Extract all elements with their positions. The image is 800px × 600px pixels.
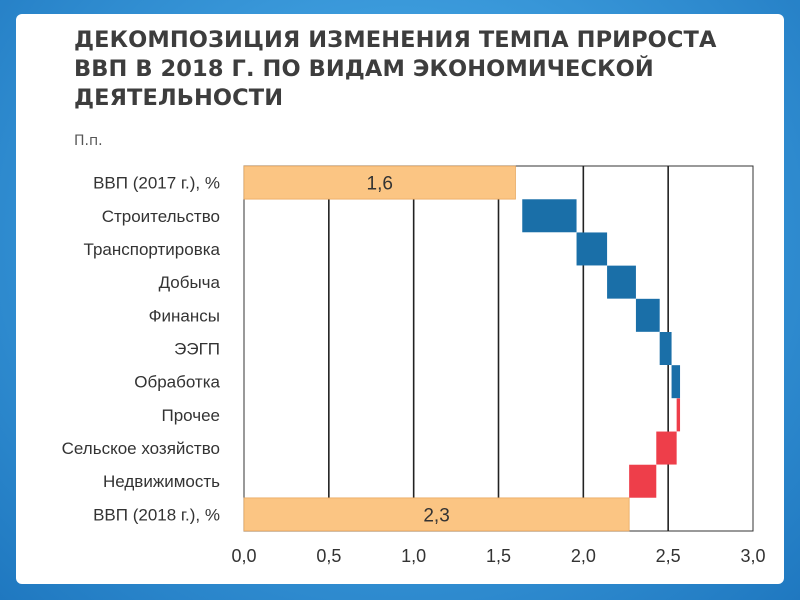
- category-label: Строительство: [102, 207, 220, 226]
- category-label: Сельское хозяйство: [62, 439, 220, 458]
- x-tick-label: 3,0: [740, 546, 765, 566]
- x-axis-ticks: 0,0 0,5 1,0 1,5 2,0 2,5 3,0: [231, 546, 765, 566]
- category-label: Транспортировка: [84, 240, 221, 259]
- category-label: Добыча: [159, 273, 221, 292]
- unit-label: П.п.: [74, 133, 103, 149]
- bars: 1,6 2,3: [243, 165, 681, 532]
- grid-lines: [328, 166, 669, 531]
- bar-positive: [659, 332, 672, 365]
- category-label: ЭЭГП: [174, 340, 220, 359]
- bar-value-label: 2,3: [423, 505, 449, 526]
- category-label: ВВП (2017 г.), %: [93, 174, 220, 193]
- bar-total: [243, 165, 516, 200]
- x-tick-label: 1,5: [486, 546, 511, 566]
- bar-negative: [629, 464, 657, 498]
- x-tick-label: 2,5: [656, 546, 681, 566]
- x-tick-label: 0,0: [231, 546, 256, 566]
- chart-title: ДЕКОМПОЗИЦИЯ ИЗМЕНЕНИЯ ТЕМПА ПРИРОСТА ВВ…: [74, 27, 717, 111]
- category-label: ВВП (2018 г.), %: [93, 505, 220, 524]
- bar-positive: [671, 365, 681, 399]
- bar-negative: [656, 431, 677, 465]
- category-label: Недвижимость: [103, 472, 220, 491]
- x-tick-label: 2,0: [571, 546, 596, 566]
- bar-positive: [522, 199, 577, 233]
- category-label: Финансы: [149, 306, 220, 325]
- bar-positive: [635, 298, 660, 332]
- x-tick-label: 1,0: [401, 546, 426, 566]
- bar-positive: [607, 265, 636, 299]
- category-labels: ВВП (2017 г.), % Строительство Транспортир…: [62, 174, 221, 525]
- category-label: Обработка: [134, 373, 220, 392]
- bar-negative: [676, 398, 681, 432]
- bar-value-label: 1,6: [367, 174, 393, 195]
- x-tick-label: 0,5: [316, 546, 341, 566]
- category-label: Прочее: [161, 406, 220, 425]
- bar-positive: [576, 232, 608, 266]
- bar-total: [243, 497, 630, 532]
